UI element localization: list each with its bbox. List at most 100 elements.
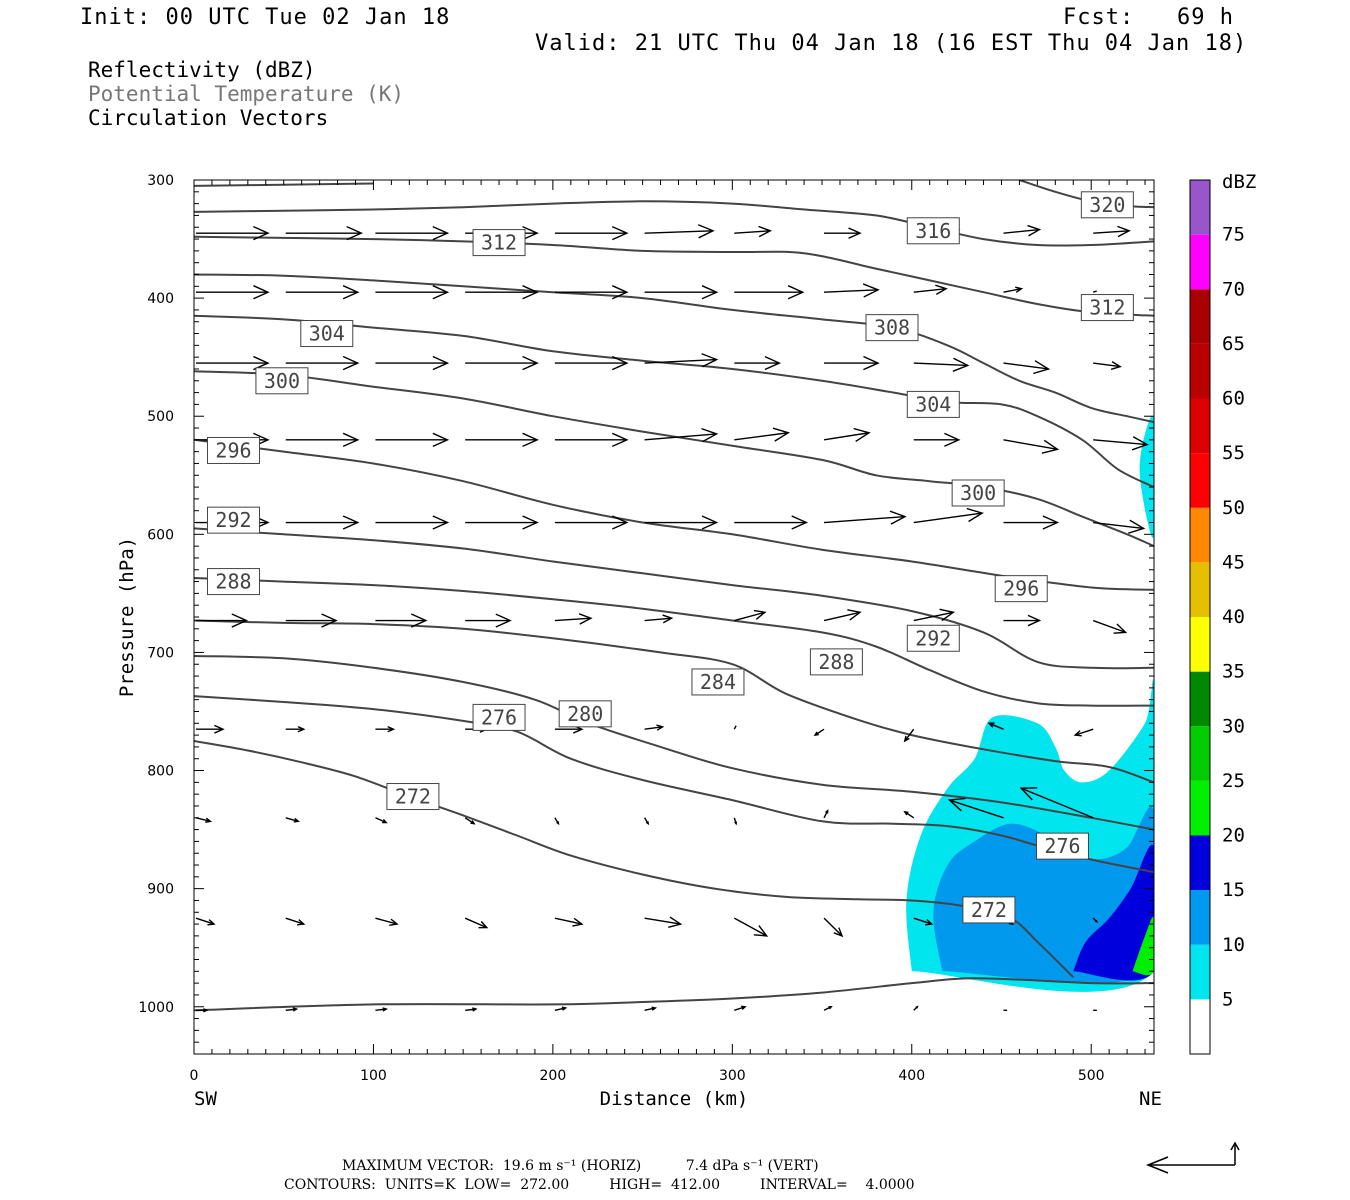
vector-head <box>1128 519 1146 534</box>
colorbar-bin-50 <box>1190 453 1210 508</box>
contour-label-284: 284 <box>700 670 736 694</box>
vector-head <box>1073 730 1082 737</box>
vector-head <box>828 1005 833 1010</box>
vector-head <box>701 427 719 443</box>
vector-shaft <box>913 917 932 925</box>
y-tick-label: 1000 <box>138 1000 174 1016</box>
circulation-vector <box>733 817 738 826</box>
circulation-vector <box>913 357 970 372</box>
circulation-vector <box>285 613 338 628</box>
vector-head <box>611 515 629 530</box>
vector-head <box>342 355 360 371</box>
circulation-vector <box>465 613 512 628</box>
circulation-vector <box>734 225 773 238</box>
circulation-vector <box>644 285 719 300</box>
circulation-vector <box>734 285 805 300</box>
vector-head <box>382 818 388 824</box>
circulation-vector <box>554 613 593 625</box>
vector-shaft <box>644 433 717 441</box>
vector-head <box>342 515 360 530</box>
isentrope-284 <box>194 619 1154 784</box>
contour-label-308: 308 <box>874 316 910 340</box>
circulation-vector <box>644 224 715 239</box>
colorbar-label-25: 25 <box>1222 770 1245 792</box>
vector-shaft <box>1093 439 1148 446</box>
vector-head <box>1113 623 1128 634</box>
footer-contours: CONTOURS: UNITS=K LOW= 272.00 HIGH= 412.… <box>284 1177 915 1193</box>
vector-shaft <box>1093 362 1121 368</box>
vector-head <box>207 919 216 926</box>
isentrope-292 <box>194 527 1154 670</box>
circulation-vector <box>285 817 300 823</box>
vector-head <box>292 1007 299 1012</box>
vector-head <box>848 227 862 239</box>
circulation-vector <box>554 355 629 371</box>
vector-head <box>753 609 767 620</box>
circulation-vector <box>813 728 825 737</box>
circulation-vector <box>1003 286 1024 293</box>
colorbar-label-50: 50 <box>1222 497 1245 519</box>
x-tick-label: 100 <box>360 1068 387 1084</box>
ne-label: NE <box>1139 1088 1162 1110</box>
vector-shaft <box>1003 228 1040 234</box>
circulation-vector <box>554 917 584 927</box>
reference-vector-icon <box>1145 1141 1240 1174</box>
vector-head <box>470 820 476 825</box>
vector-head <box>939 608 956 622</box>
vector-shaft <box>904 811 915 819</box>
circulation-vector <box>734 515 809 530</box>
contour-label-box <box>1035 832 1089 860</box>
contour-label-box <box>386 783 440 811</box>
colorbar-label-10: 10 <box>1222 934 1245 956</box>
isentrope-288 <box>194 577 1154 707</box>
circulation-vector <box>285 725 306 733</box>
reflectivity-region-5dbz <box>1139 415 1154 538</box>
contour-label-272: 272 <box>971 898 1007 922</box>
vector-shaft <box>904 728 915 742</box>
contour-label-320: 320 <box>1089 193 1125 217</box>
vector-shaft <box>913 287 947 293</box>
vector-head <box>522 225 539 241</box>
circulation-vector <box>465 1007 478 1012</box>
circulation-vector <box>554 225 629 241</box>
vector-head <box>1094 919 1099 923</box>
contour-label-box <box>300 320 354 348</box>
vector-shaft <box>1093 230 1130 234</box>
vector-head <box>1041 439 1060 454</box>
circulation-vector <box>947 797 1004 819</box>
circulation-vector <box>1093 361 1122 371</box>
vector-head <box>410 613 428 628</box>
colorbar-label-60: 60 <box>1222 388 1245 410</box>
vector-head <box>1110 361 1122 371</box>
vector-head <box>253 285 270 300</box>
vector-shaft <box>644 358 717 364</box>
vector-head <box>578 613 593 625</box>
vector-head <box>572 917 584 927</box>
colorbar-bin-70 <box>1190 234 1210 290</box>
vector-head <box>656 724 665 731</box>
contour-label-276: 276 <box>481 705 517 729</box>
circulation-vector <box>465 285 539 300</box>
contour-label-box <box>691 668 745 696</box>
vector-shaft <box>734 1006 746 1011</box>
y-tick-label: 300 <box>147 173 174 189</box>
circulation-vector <box>375 1007 388 1012</box>
vector-head <box>668 916 683 929</box>
circulation-vector <box>734 427 791 442</box>
vector-head <box>297 725 306 733</box>
contour-label-300: 300 <box>264 369 300 393</box>
vector-shaft <box>913 362 968 367</box>
vector-head <box>862 283 880 298</box>
circulation-vector <box>733 917 769 937</box>
circulation-vector <box>823 427 871 443</box>
vector-shaft <box>1092 619 1126 634</box>
circulation-vector <box>823 917 844 938</box>
vector-head <box>611 355 629 371</box>
colorbar-label-20: 20 <box>1222 825 1245 847</box>
isentrope-312 <box>194 235 1154 317</box>
vector-head <box>522 432 539 448</box>
vector-shaft <box>644 1007 656 1011</box>
circulation-vector <box>285 225 364 241</box>
contour-label-box <box>1080 191 1134 219</box>
contour-label-box <box>994 575 1048 603</box>
